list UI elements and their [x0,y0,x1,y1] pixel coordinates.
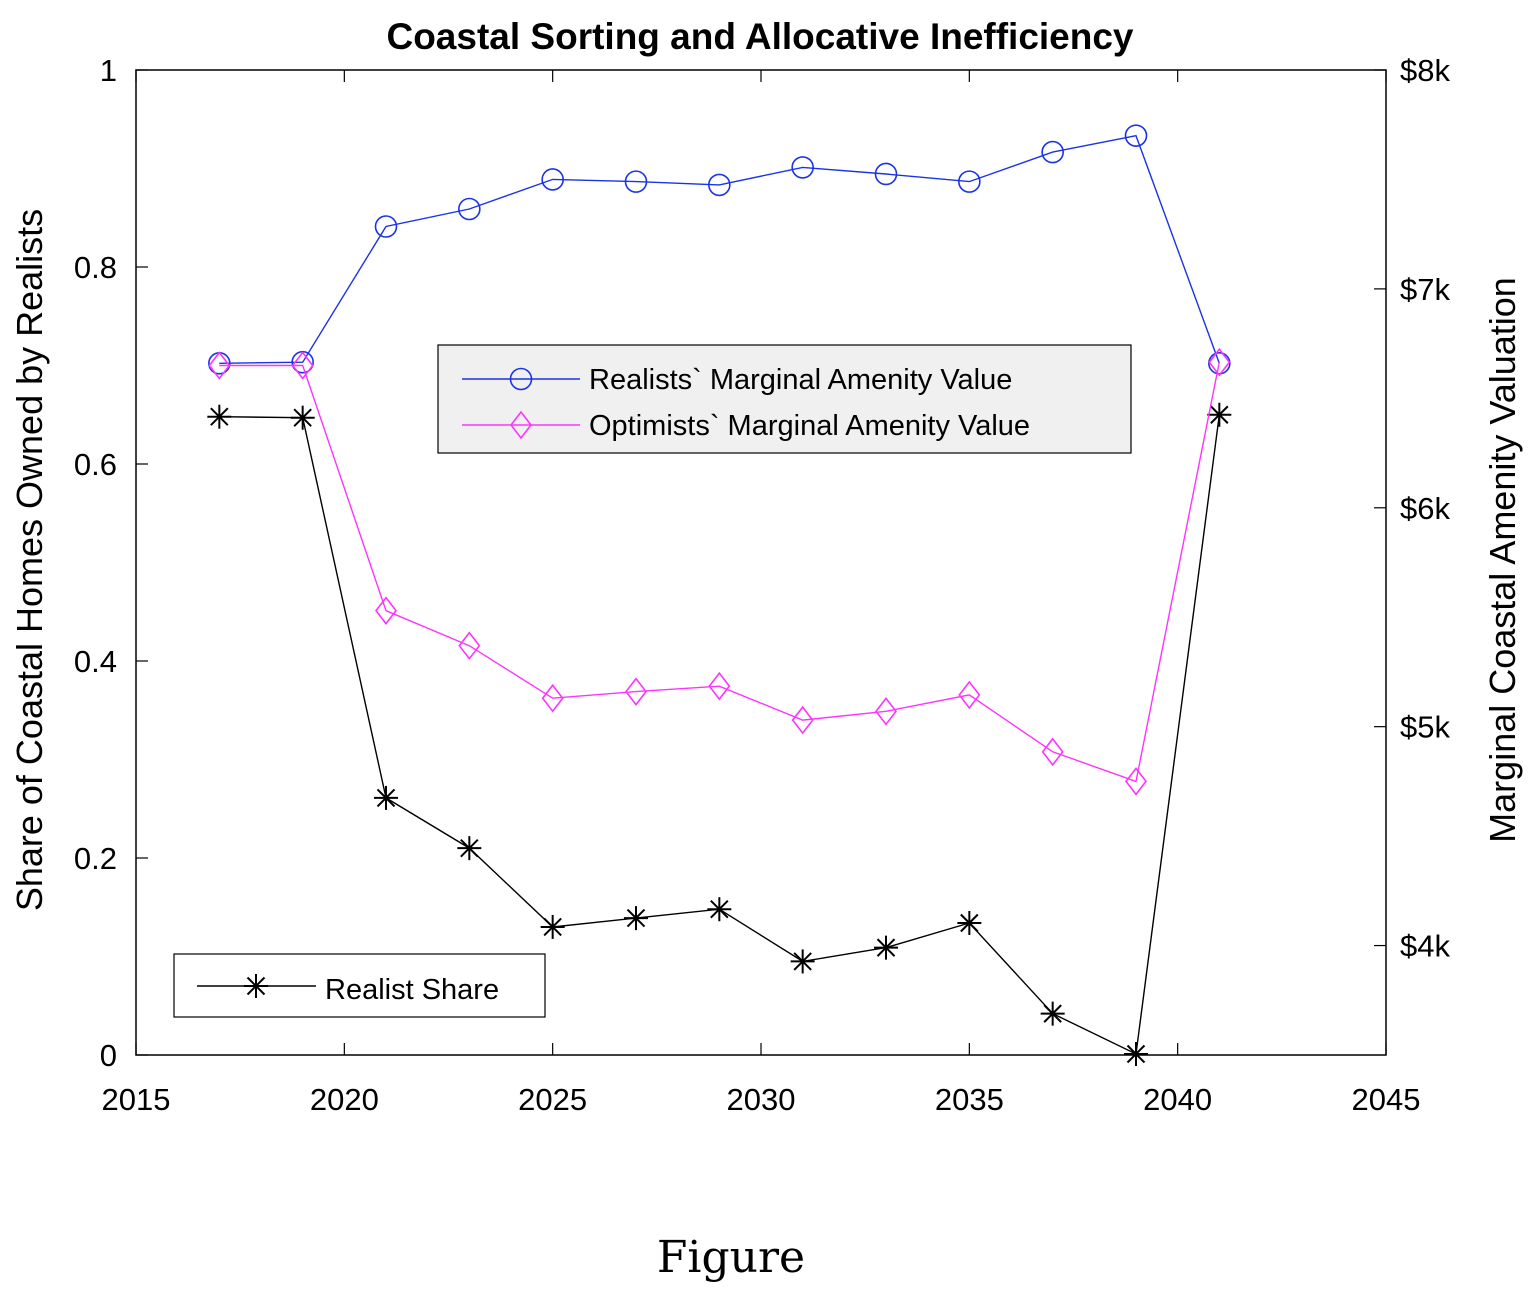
y-right-axis-label: Marginal Coastal Amenity Valuation [1482,277,1523,843]
y-left-tick-label: 0.2 [74,841,117,876]
data-point-asterisk [957,911,982,936]
series-line-optimists-marginal-amenity-value [219,362,1220,783]
y-left-tick-label: 0 [100,1038,117,1073]
y-right-tick-label: $4k [1400,929,1450,964]
x-tick-label: 2015 [102,1082,171,1117]
data-point-circle [541,168,564,191]
data-point-diamond [791,705,814,735]
series-layer [207,124,1232,1067]
data-point-diamond [541,683,564,713]
data-point-circle [958,170,981,193]
data-point-asterisk [1207,402,1232,427]
legend-amenity-box [437,344,1132,454]
x-tick-label: 2035 [935,1082,1004,1117]
data-point-diamond [291,351,314,380]
data-point-circle [791,156,814,179]
y-left-tick-label: 0.4 [74,644,117,679]
plot-area [135,69,1387,1056]
y-right-tick-label: $5k [1400,710,1450,745]
data-point-asterisk [457,836,482,861]
data-point-asterisk [707,897,732,922]
y-left-tick-label: 1 [100,53,117,88]
y-right-tick-label: $6k [1400,491,1450,526]
data-point-circle [624,170,648,193]
y-right-tick-label: $7k [1400,272,1450,307]
data-point-diamond [1041,737,1064,767]
data-point-diamond [708,671,731,701]
legend-optimists-diamond-icon [509,410,533,440]
legend-share-asterisk-icon [244,974,268,998]
y-left-tick-label: 0.6 [74,447,117,482]
data-point-circle [708,173,731,197]
data-point-asterisk [874,935,898,960]
x-tick-label: 2040 [1143,1082,1212,1117]
y-left-axis-ticks: 0 0.2 0.4 0.6 0.8 1 [74,53,148,1073]
figure-caption: Figure [657,1232,805,1283]
legend-share-label: Realist Share [325,974,499,1006]
data-point-diamond [374,596,398,625]
data-point-diamond [208,351,231,380]
legend-share: Realist Share [173,953,546,1018]
series-line-realists-marginal-amenity-value [219,134,1220,364]
chart-title: Coastal Sorting and Allocative Inefficie… [386,16,1133,57]
legend-optimists-label: Optimists` Marginal Amenity Value [589,410,1030,442]
data-point-asterisk [540,914,565,939]
data-point-diamond [458,631,481,660]
data-point-asterisk [290,405,315,430]
data-point-diamond [1124,767,1148,796]
data-point-asterisk [1124,1042,1148,1067]
data-point-asterisk [207,404,232,429]
x-tick-label: 2030 [727,1082,796,1117]
y-right-tick-label: $8k [1400,53,1450,88]
data-point-diamond [874,697,898,726]
x-axis-ticks: 2015 2020 2025 2030 2035 2040 2045 [102,70,1421,1117]
x-tick-label: 2045 [1352,1082,1421,1117]
data-point-circle [874,162,898,186]
data-point-circle [458,197,481,221]
legend-amenity: Realists` Marginal Amenity Value Optimis… [437,344,1132,454]
data-point-asterisk [624,906,648,931]
data-point-asterisk [1040,1001,1065,1026]
data-point-diamond [1208,347,1231,377]
data-point-circle [1208,352,1231,375]
data-point-circle [1124,124,1148,147]
data-point-circle [1041,140,1064,164]
data-point-circle [374,215,398,238]
data-point-asterisk [374,785,398,810]
data-point-diamond [958,680,981,710]
x-tick-label: 2020 [310,1082,379,1117]
y-left-tick-label: 0.8 [74,250,117,285]
y-left-axis-label: Share of Coastal Homes Owned by Realists [9,209,50,911]
data-point-diamond [624,677,648,706]
data-point-asterisk [790,949,815,974]
y-right-axis-ticks: $4k $5k $6k $7k $8k [1374,53,1450,964]
legend-realists-label: Realists` Marginal Amenity Value [589,364,1012,396]
legend-realists-circle-icon [509,367,533,391]
x-tick-label: 2025 [518,1082,587,1117]
